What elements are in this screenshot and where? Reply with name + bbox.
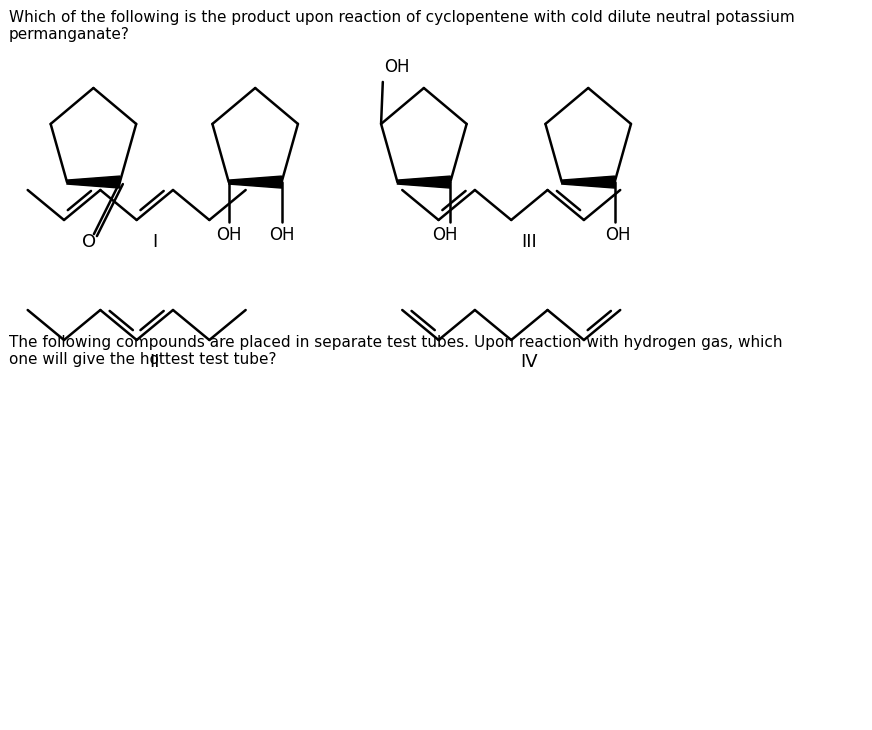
- Text: O: O: [82, 233, 96, 251]
- Text: I: I: [153, 233, 158, 251]
- Text: III: III: [521, 233, 537, 251]
- Text: IV: IV: [521, 353, 538, 371]
- Polygon shape: [228, 176, 282, 188]
- Polygon shape: [398, 176, 450, 188]
- Text: OH: OH: [269, 226, 295, 244]
- Polygon shape: [67, 176, 119, 188]
- Text: II: II: [150, 353, 160, 371]
- Text: OH: OH: [216, 226, 242, 244]
- Polygon shape: [562, 176, 615, 188]
- Text: Which of the following is the product upon reaction of cyclopentene with cold di: Which of the following is the product up…: [9, 10, 794, 42]
- Text: OH: OH: [433, 226, 458, 244]
- Text: OH: OH: [605, 226, 630, 244]
- Text: The following compounds are placed in separate test tubes. Upon reaction with hy: The following compounds are placed in se…: [9, 335, 782, 367]
- Text: OH: OH: [385, 58, 410, 76]
